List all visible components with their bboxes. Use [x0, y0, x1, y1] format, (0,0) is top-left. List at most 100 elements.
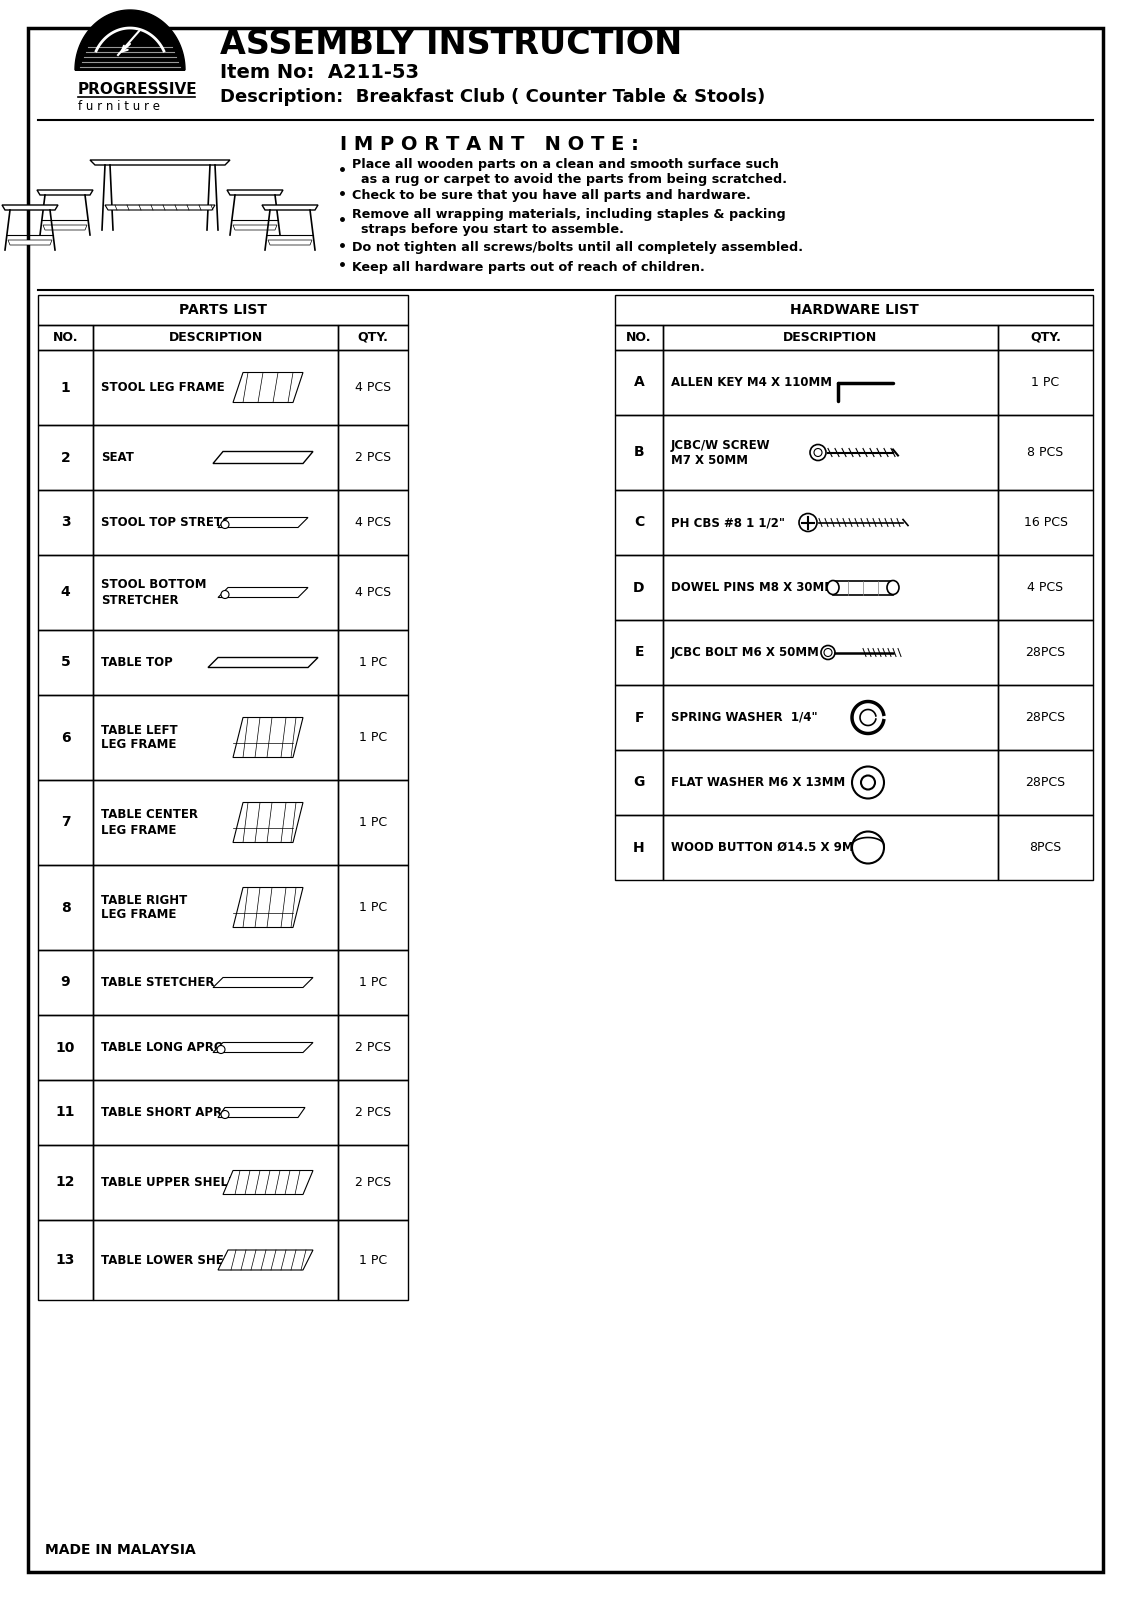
Text: 4 PCS: 4 PCS [355, 515, 391, 530]
Text: TABLE STETCHER: TABLE STETCHER [101, 976, 215, 989]
Polygon shape [233, 803, 303, 843]
Polygon shape [227, 190, 283, 195]
Circle shape [852, 766, 884, 798]
Ellipse shape [827, 581, 839, 595]
Bar [998, 685, 1093, 750]
Text: 28PCS: 28PCS [1026, 776, 1065, 789]
Text: G: G [633, 776, 645, 789]
Text: 11: 11 [55, 1106, 76, 1120]
Text: NO.: NO. [53, 331, 78, 344]
Polygon shape [208, 658, 318, 667]
Bar [615, 685, 663, 750]
Text: 4 PCS: 4 PCS [355, 586, 391, 598]
Bar [38, 426, 93, 490]
Text: H: H [633, 840, 645, 854]
Polygon shape [213, 1043, 313, 1053]
Bar [615, 555, 663, 619]
Text: D: D [633, 581, 645, 595]
Text: TABLE TOP: TABLE TOP [101, 656, 173, 669]
Polygon shape [223, 1171, 313, 1195]
Text: 2 PCS: 2 PCS [355, 1176, 391, 1189]
Text: F: F [634, 710, 644, 725]
Text: ASSEMBLY INSTRUCTION: ASSEMBLY INSTRUCTION [221, 29, 682, 61]
Bar [615, 490, 663, 555]
Bar [338, 1080, 408, 1146]
Text: 12: 12 [55, 1176, 76, 1189]
Bar [663, 490, 998, 555]
Text: C: C [633, 515, 645, 530]
Text: 10: 10 [55, 1040, 75, 1054]
Bar [93, 1146, 338, 1219]
Polygon shape [268, 240, 312, 245]
Text: 9: 9 [61, 976, 70, 989]
Circle shape [217, 1045, 225, 1053]
Text: 2: 2 [61, 451, 70, 464]
Bar [338, 950, 408, 1014]
Text: STOOL TOP STRETCHER: STOOL TOP STRETCHER [101, 515, 258, 530]
Text: SEAT: SEAT [101, 451, 133, 464]
Bar [615, 294, 1093, 325]
Polygon shape [218, 517, 308, 528]
Bar [38, 350, 93, 426]
Bar [93, 350, 338, 426]
Polygon shape [233, 888, 303, 928]
Text: PROGRESSIVE: PROGRESSIVE [78, 83, 198, 98]
Bar [338, 1014, 408, 1080]
Text: 1 PC: 1 PC [359, 1253, 387, 1267]
Text: FLAT WASHER M6 X 13MM: FLAT WASHER M6 X 13MM [671, 776, 845, 789]
Bar [998, 555, 1093, 619]
Polygon shape [262, 205, 318, 210]
Text: JCBC/W SCREW
M7 X 50MM: JCBC/W SCREW M7 X 50MM [671, 438, 770, 467]
Bar [338, 694, 408, 781]
Text: PH CBS #8 1 1/2": PH CBS #8 1 1/2" [671, 515, 785, 530]
Text: Item No:  A211-53: Item No: A211-53 [221, 64, 418, 83]
Text: Do not tighten all screws/bolts until all completely assembled.: Do not tighten all screws/bolts until al… [352, 242, 803, 254]
Bar [38, 1014, 93, 1080]
Bar [663, 414, 998, 490]
Text: WOOD BUTTON Ø14.5 X 9MM: WOOD BUTTON Ø14.5 X 9MM [671, 842, 865, 854]
Text: SPRING WASHER  1/4": SPRING WASHER 1/4" [671, 710, 818, 723]
Text: 28PCS: 28PCS [1026, 646, 1065, 659]
Polygon shape [37, 190, 93, 195]
Text: 1 PC: 1 PC [359, 976, 387, 989]
Bar [93, 866, 338, 950]
Text: 8PCS: 8PCS [1029, 842, 1062, 854]
Circle shape [221, 590, 228, 598]
Bar [663, 619, 998, 685]
Circle shape [814, 448, 822, 456]
Circle shape [824, 648, 832, 656]
Text: MADE IN MALAYSIA: MADE IN MALAYSIA [45, 1542, 196, 1557]
Bar [38, 1146, 93, 1219]
Text: DOWEL PINS M8 X 30MM: DOWEL PINS M8 X 30MM [671, 581, 836, 594]
Text: QTY.: QTY. [357, 331, 388, 344]
Bar [338, 350, 408, 426]
Bar [338, 1219, 408, 1299]
Polygon shape [233, 226, 277, 230]
Bar [338, 325, 408, 350]
Text: STOOL LEG FRAME: STOOL LEG FRAME [101, 381, 225, 394]
Text: 13: 13 [55, 1253, 75, 1267]
Text: 2 PCS: 2 PCS [355, 1106, 391, 1118]
Text: Description:  Breakfast Club ( Counter Table & Stools): Description: Breakfast Club ( Counter Ta… [221, 88, 766, 106]
Bar [998, 750, 1093, 814]
Polygon shape [233, 373, 303, 403]
Bar [615, 750, 663, 814]
Text: 16 PCS: 16 PCS [1024, 515, 1068, 530]
Text: I M P O R T A N T   N O T E :: I M P O R T A N T N O T E : [340, 136, 639, 155]
Text: E: E [634, 645, 644, 659]
Text: 5: 5 [61, 656, 70, 669]
Bar [93, 426, 338, 490]
Text: JCBC BOLT M6 X 50MM: JCBC BOLT M6 X 50MM [671, 646, 820, 659]
Polygon shape [105, 205, 215, 210]
Bar [93, 694, 338, 781]
Bar [93, 555, 338, 630]
Bar [93, 1080, 338, 1146]
Text: 7: 7 [61, 816, 70, 829]
Polygon shape [213, 451, 313, 464]
Bar [663, 814, 998, 880]
Bar [93, 630, 338, 694]
Bar [615, 325, 663, 350]
Text: 4: 4 [61, 586, 70, 600]
Bar [998, 414, 1093, 490]
Bar [998, 325, 1093, 350]
